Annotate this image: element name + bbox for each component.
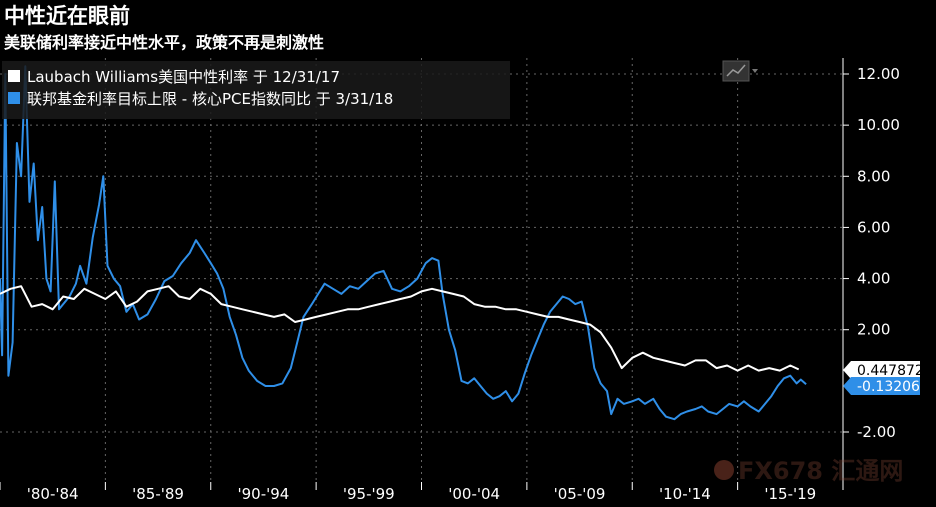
x-tick-label: '80-'84 bbox=[27, 485, 79, 503]
y-tick-label: 6.00 bbox=[857, 218, 890, 236]
x-axis-ticks: '80-'84 '85-'89 '90-'94 '95-'99 '00-'04 '05-'… bbox=[0, 482, 844, 503]
x-tick-label: '95-'99 bbox=[343, 485, 395, 503]
watermark-logo: FX678 汇通网 bbox=[714, 457, 903, 485]
y-tick-label: 4.00 bbox=[857, 270, 890, 288]
legend-swatch-blue bbox=[8, 92, 20, 104]
x-tick-label: '85-'89 bbox=[132, 485, 184, 503]
x-tick-label: '90-'94 bbox=[238, 485, 290, 503]
chevron-down-icon[interactable] bbox=[752, 69, 758, 73]
legend-label-0: Laubach Williams美国中性利率 于 12/31/17 bbox=[27, 68, 340, 86]
watermark-text: FX678 汇通网 bbox=[738, 457, 903, 485]
y-tick-label: -2.00 bbox=[857, 423, 896, 441]
y-tick-label: 2.00 bbox=[857, 321, 890, 339]
chart-title: 中性近在眼前 bbox=[4, 4, 130, 28]
chart-type-icon[interactable] bbox=[722, 60, 758, 82]
series-line-real-fed-funds bbox=[0, 65, 807, 421]
y-tick-label: 12.00 bbox=[857, 65, 900, 83]
legend-swatch-white bbox=[8, 70, 20, 82]
x-tick-label: '15-'19 bbox=[764, 485, 816, 503]
last-value-tag-blue: -0.13206 bbox=[843, 377, 920, 395]
series-line-neutral-rate bbox=[0, 285, 800, 372]
x-tick-label: '10-'14 bbox=[659, 485, 711, 503]
x-tick-label: '00-'04 bbox=[448, 485, 500, 503]
series-lines bbox=[0, 65, 807, 421]
y-axis-ticks: 12.00 10.00 8.00 6.00 4.00 2.00 -2.00 bbox=[843, 65, 900, 441]
y-tick-label: 10.00 bbox=[857, 116, 900, 134]
y-tick-label: 8.00 bbox=[857, 167, 890, 185]
chart-subtitle: 美联储利率接近中性水平，政策不再是刺激性 bbox=[4, 33, 325, 52]
last-value-label-white: 0.447872 bbox=[857, 363, 924, 379]
legend-background bbox=[2, 61, 510, 119]
x-tick-label: '05-'09 bbox=[554, 485, 606, 503]
legend-label-1: 联邦基金利率目标上限 - 核心PCE指数同比 于 3/31/18 bbox=[27, 90, 393, 108]
last-value-label-blue: -0.13206 bbox=[857, 379, 920, 395]
legend: Laubach Williams美国中性利率 于 12/31/17 联邦基金利率… bbox=[2, 61, 510, 119]
last-value-tag-white: 0.447872 bbox=[843, 361, 924, 379]
